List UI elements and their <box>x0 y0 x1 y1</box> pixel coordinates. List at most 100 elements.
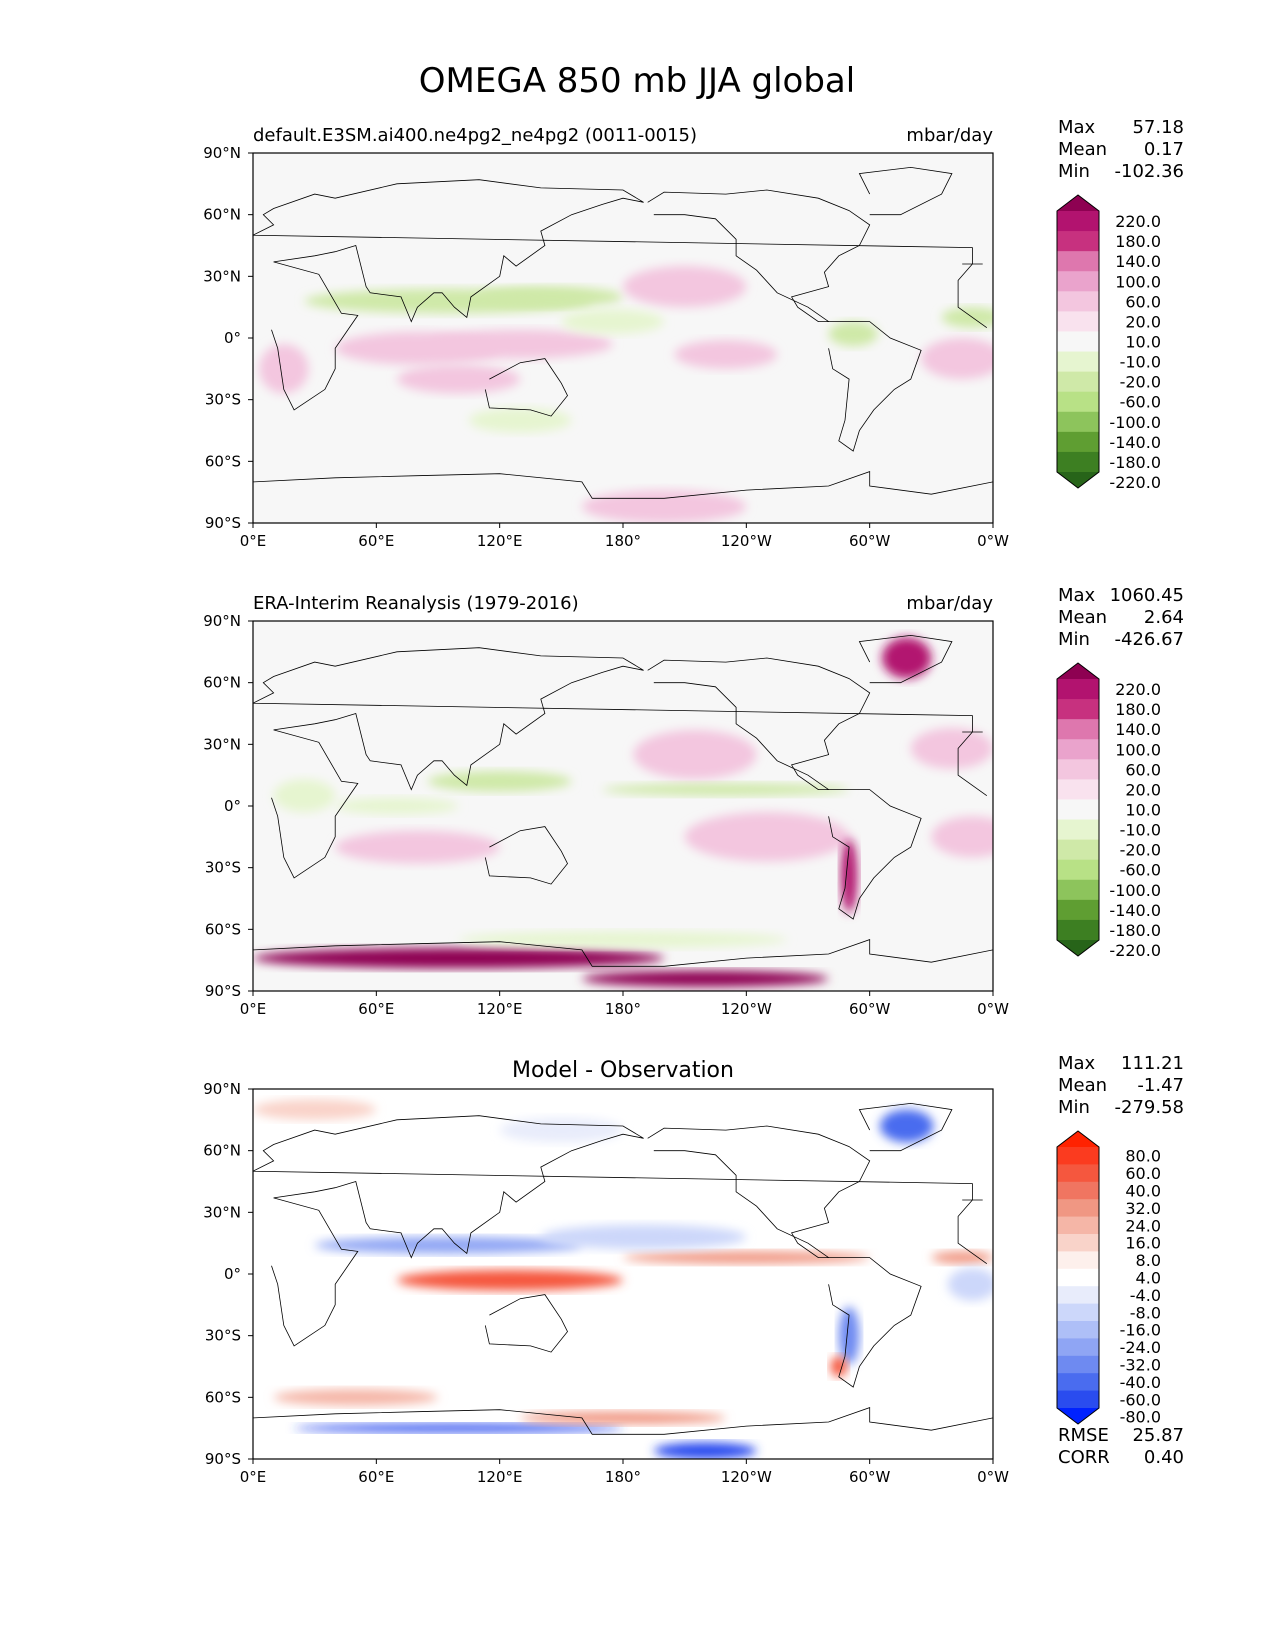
colorbar-segment <box>1057 371 1099 393</box>
x-tick-label: 180° <box>605 532 641 550</box>
colorbar-label: -220.0 <box>1109 473 1161 492</box>
y-tick-label: 60°S <box>205 1388 241 1406</box>
y-tick-label: 30°S <box>205 391 241 409</box>
colorbar-segment <box>1057 739 1099 760</box>
coastline-4 <box>828 789 922 920</box>
colorbar-segment <box>1057 699 1099 720</box>
colorbar-segment <box>1057 779 1099 801</box>
colorbar-label: 100.0 <box>1115 740 1161 759</box>
y-tick-label: 90°N <box>203 612 241 630</box>
region-east-pacific <box>674 340 778 369</box>
x-tick-label: 60°W <box>849 1468 891 1486</box>
colorbar-label: -60.0 <box>1120 861 1161 880</box>
colorbar-label: 140.0 <box>1115 720 1161 739</box>
region-antarctic-coast-pacific <box>581 970 829 987</box>
colorbar-label: -4.0 <box>1130 1286 1161 1305</box>
y-tick-label: 0° <box>224 797 241 815</box>
y-tick-label: 90°S <box>205 982 241 1000</box>
y-tick-label: 90°N <box>203 1080 241 1098</box>
region-north-pacific-high <box>633 729 757 780</box>
panel-1: 0°E 60°E 120°E 180° 120°W 60°W 0°W 90°N 60°N 30°N… <box>203 117 1184 550</box>
x-tick-label: 60°E <box>358 532 394 550</box>
colorbar-segment <box>1057 1286 1099 1305</box>
colorbar-label: 180.0 <box>1115 232 1161 251</box>
region-west-pacific <box>479 286 623 308</box>
colorbar-segment <box>1057 1164 1099 1183</box>
region-greenland-negative <box>879 1109 934 1143</box>
stat-value: 57.18 <box>1132 117 1184 138</box>
region-southern-africa <box>259 344 309 394</box>
stat-value: 2.64 <box>1144 607 1184 628</box>
colorbar-label: -140.0 <box>1109 901 1161 920</box>
y-tick-label: 0° <box>224 1265 241 1283</box>
colorbar-segment <box>1057 919 1099 941</box>
stat-value: 1060.45 <box>1110 585 1184 606</box>
region-andes <box>840 838 858 913</box>
colorbar-label: 100.0 <box>1115 272 1161 291</box>
colorbar-extend-max <box>1057 663 1099 679</box>
colorbar-segment <box>1057 1303 1099 1322</box>
colorbar-extend-max <box>1057 1131 1099 1147</box>
region-north-pacific-high <box>623 266 747 308</box>
region-south-atlantic-high <box>931 816 993 858</box>
colorbar-segment <box>1057 411 1099 433</box>
colorbar-extend-min <box>1057 472 1099 488</box>
colorbar-segment <box>1057 1355 1099 1374</box>
colorbar-segment <box>1057 899 1099 921</box>
panel-3: 0°E 60°E 120°E 180° 120°W 60°W 0°W 90°N 60°N 30°N… <box>203 1053 1184 1486</box>
colorbar-label: -8.0 <box>1130 1303 1161 1322</box>
colorbar-outline <box>1056 1130 1100 1425</box>
colorbar-label: 40.0 <box>1125 1182 1161 1201</box>
region-andes-negative <box>838 1306 860 1365</box>
coastline-4 <box>828 1257 922 1388</box>
colorbar-segment <box>1057 271 1099 292</box>
region-arctic-positive <box>253 1099 377 1120</box>
stat-label: Max <box>1058 1053 1096 1074</box>
region-african-itcz <box>273 779 336 813</box>
coastline-2 <box>484 358 568 417</box>
colorbar-segment <box>1057 391 1099 413</box>
colorbar-segment <box>1057 231 1099 252</box>
colorbar-segment <box>1057 1181 1099 1200</box>
region-atlantic-positive <box>931 1251 993 1264</box>
colorbar-segment <box>1057 311 1099 333</box>
coastline-1 <box>253 179 973 323</box>
x-tick-label: 120°E <box>477 1000 523 1018</box>
colorbar-label: -10.0 <box>1120 821 1161 840</box>
field-regions <box>253 637 993 987</box>
colorbar-label: 20.0 <box>1125 312 1161 331</box>
colorbar-segment <box>1057 1199 1099 1218</box>
region-indian-ocean-eq <box>335 797 459 815</box>
panel-title: Model - Observation <box>512 1058 734 1083</box>
stat-label: Mean <box>1058 607 1107 628</box>
region-antarctic-coast-east <box>253 947 665 969</box>
colorbar-label: -220.0 <box>1109 941 1161 960</box>
coastlines <box>253 634 993 967</box>
colorbar-label: -40.0 <box>1120 1373 1161 1392</box>
region-siberia-negative <box>499 1117 623 1143</box>
y-tick-label: 30°N <box>203 735 241 753</box>
x-tick-label: 120°W <box>721 532 772 550</box>
rmse-label: RMSE <box>1058 1425 1109 1446</box>
region-south-indian-high <box>335 830 500 864</box>
x-tick-label: 0°E <box>240 1000 267 1018</box>
colorbar-segment <box>1057 431 1099 453</box>
region-southern-ocean-band <box>458 931 788 948</box>
x-tick-label: 60°E <box>358 1468 394 1486</box>
region-southern-ocean-positive <box>520 1411 726 1425</box>
colorbar-segment <box>1057 1321 1099 1339</box>
x-tick-label: 180° <box>605 1000 641 1018</box>
colorbar-label: -60.0 <box>1120 393 1161 412</box>
colorbar-segment <box>1057 211 1099 232</box>
colorbar-segment <box>1057 1234 1099 1252</box>
field-regions <box>253 1099 993 1459</box>
region-east-pacific-positive <box>623 1251 870 1264</box>
stat-label: Max <box>1058 585 1096 606</box>
colorbar-extend-max <box>1057 195 1099 211</box>
y-tick-label: 60°S <box>205 920 241 938</box>
colorbar-segment <box>1057 1390 1099 1409</box>
colorbar-label: 20.0 <box>1125 780 1161 799</box>
colorbar-segment <box>1057 819 1099 841</box>
